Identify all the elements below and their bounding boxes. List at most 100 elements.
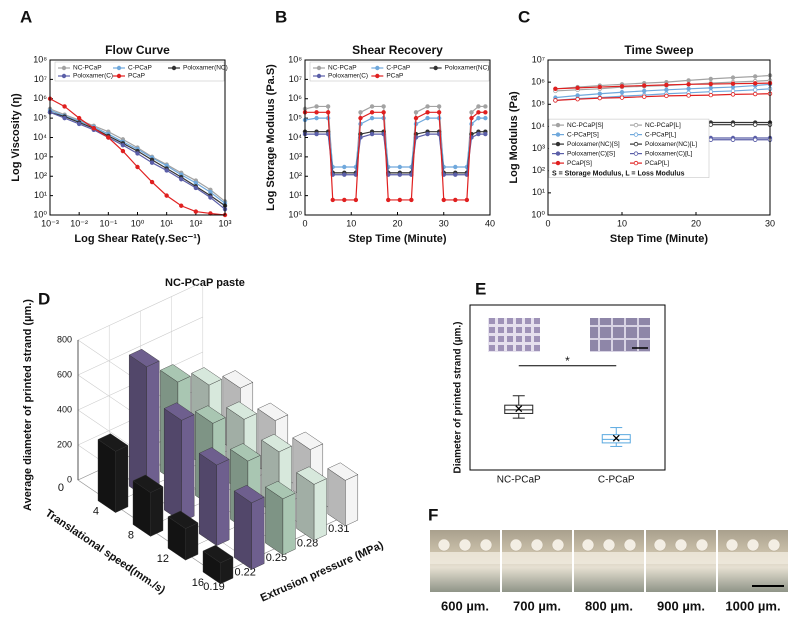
x-tick-label: C-PCaP: [598, 475, 635, 486]
x-tick-label: 0.22: [234, 566, 255, 578]
photo-bead: [746, 538, 760, 552]
legend-marker: [555, 141, 561, 147]
x-tick-label: 10: [346, 218, 356, 228]
data-point: [330, 197, 335, 203]
data-point: [325, 110, 331, 115]
data-point: [106, 135, 111, 140]
legend-label: NC-PCaP[S]: [567, 122, 604, 129]
data-point: [135, 164, 140, 170]
data-point: [436, 104, 442, 109]
x-tick-label: 0.19: [203, 581, 224, 593]
data-point: [664, 93, 669, 99]
photo-strand: [574, 552, 644, 564]
photo-strand: [718, 552, 788, 564]
y-tick-label: 10⁷: [34, 74, 47, 84]
data-point: [397, 164, 403, 170]
y-tick-label: 10²: [532, 165, 545, 175]
legend-label: PCaP[S]: [567, 160, 592, 167]
legend-marker: [116, 73, 122, 79]
bar: [185, 522, 199, 561]
x-tick-label: NC-PCaP: [497, 475, 541, 486]
photo-label: 1000 µm.: [725, 598, 780, 613]
y-tick-label: 10²: [34, 171, 47, 181]
y-tick-label: 10⁰: [531, 209, 545, 219]
inset-image: [590, 318, 650, 352]
x-axis-label: Step Time (Minute): [348, 233, 447, 245]
bar: [220, 556, 234, 585]
x-tick-label: 10⁻³: [41, 218, 59, 228]
bar-shade: [265, 487, 283, 555]
photo-bead: [581, 538, 595, 552]
data-point: [597, 84, 602, 90]
z-tick-label: 200: [57, 439, 72, 449]
legend-label: C-PCaP: [386, 65, 410, 72]
data-point: [469, 115, 474, 121]
legend-label: Poloxamer(NC): [183, 65, 228, 72]
data-point: [483, 104, 488, 109]
x-axis-label: Step Time (Minute): [610, 233, 709, 245]
x-tick-label: 0.31: [328, 523, 349, 535]
x-tick-label: 10⁻²: [70, 218, 88, 228]
panel-letter: F: [428, 505, 438, 524]
x-tick-label: 10²: [189, 218, 202, 228]
series-line: [49, 98, 226, 216]
z-tick-label: 600: [57, 369, 72, 379]
y-tick-label: 12: [157, 553, 169, 565]
data-point: [179, 177, 184, 182]
y-tick-label: 10⁴: [33, 132, 47, 142]
z-tick-label: 800: [57, 334, 72, 344]
data-point: [708, 81, 713, 87]
data-point: [353, 197, 359, 203]
data-point: [91, 126, 96, 131]
data-point: [575, 96, 580, 102]
bar: [313, 478, 327, 541]
x-tick-label: 20: [392, 218, 402, 228]
legend-marker: [633, 132, 639, 137]
data-point: [753, 81, 758, 86]
data-point: [381, 104, 386, 109]
data-point: [342, 197, 347, 203]
data-point: [120, 148, 126, 154]
y-tick-label: 4: [93, 506, 99, 518]
data-point: [62, 104, 67, 109]
legend-label: NC-PCaP: [73, 65, 102, 72]
z-tick-label: 0: [67, 474, 72, 484]
data-point: [483, 115, 488, 121]
plot-frame: [547, 59, 771, 216]
mean-marker: [515, 405, 523, 413]
y-tick-label: 16: [192, 577, 204, 589]
legend-label: Poloxamer(NC)[L]: [645, 141, 697, 148]
plot-frame: [469, 304, 666, 471]
data-point: [476, 110, 481, 115]
data-point: [76, 121, 82, 127]
legend-label: Poloxamer(C)[S]: [567, 150, 615, 157]
bar-shade: [203, 550, 221, 584]
bar-shade: [296, 472, 315, 541]
photo-bead: [725, 538, 739, 552]
y-tick-label: 10⁰: [33, 209, 47, 219]
data-point: [413, 110, 419, 115]
x-tick-label: 30: [439, 218, 449, 228]
chart-title: Shear Recovery: [352, 43, 443, 57]
legend-marker: [116, 65, 122, 71]
annotation: *: [565, 354, 570, 368]
x-tick-label: 20: [691, 218, 701, 228]
y-tick-label: 10⁵: [33, 113, 47, 123]
bar: [216, 459, 230, 546]
photo-strand: [430, 552, 500, 564]
y-tick-label: 10¹: [34, 190, 47, 200]
x-tick-label: 10³: [218, 218, 231, 228]
photo-bead: [653, 538, 667, 552]
photo-bead: [623, 538, 637, 552]
data-point: [342, 172, 347, 177]
photo-strand: [646, 552, 716, 564]
data-point: [753, 74, 758, 79]
data-point: [76, 115, 82, 121]
legend-label: PCaP: [386, 73, 403, 80]
legend-box: [548, 118, 710, 178]
z-axis-label: Average diameter of printed strand (µm.): [22, 299, 34, 511]
legend-marker: [61, 65, 67, 71]
legend-box: [309, 61, 490, 82]
series-line: [49, 111, 226, 207]
